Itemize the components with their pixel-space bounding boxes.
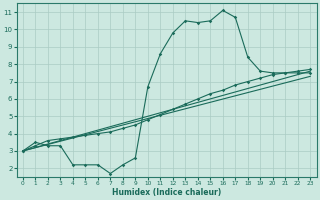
X-axis label: Humidex (Indice chaleur): Humidex (Indice chaleur) xyxy=(112,188,221,197)
